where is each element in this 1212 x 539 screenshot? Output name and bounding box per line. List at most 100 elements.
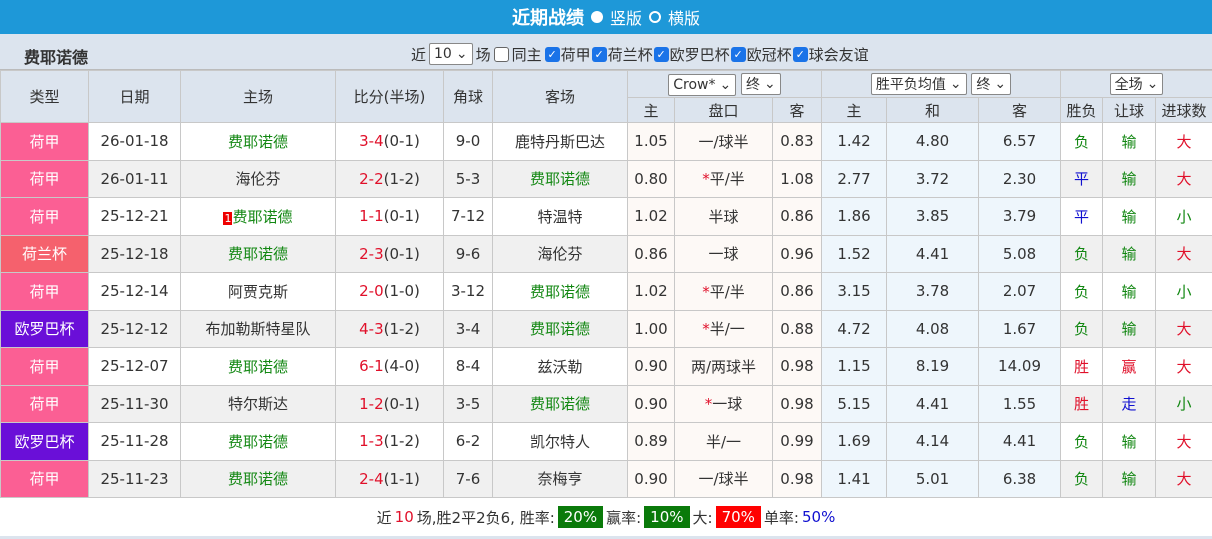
league-checkbox[interactable]: ✓ <box>592 47 607 62</box>
table-row[interactable]: 荷甲 26-01-18 费耶诺德 3-4(0-1) 9-0 鹿特丹斯巴达 1.0… <box>1 123 1212 161</box>
league-cell[interactable]: 荷甲 <box>1 348 89 386</box>
league-cell[interactable]: 荷甲 <box>1 198 89 236</box>
eu-draw-odds: 4.14 <box>887 423 979 461</box>
home-cell[interactable]: 费耶诺德 <box>181 123 336 161</box>
away-team[interactable]: 凯尔特人 <box>493 423 628 461</box>
home-team[interactable]: 费耶诺德 <box>228 470 288 488</box>
home-team[interactable]: 阿贾克斯 <box>228 283 288 301</box>
home-cell[interactable]: 费耶诺德 <box>181 460 336 498</box>
away-team[interactable]: 特温特 <box>493 198 628 236</box>
home-cell[interactable]: 费耶诺德 <box>181 423 336 461</box>
col-corner: 角球 <box>444 71 493 123</box>
away-team[interactable]: 费耶诺德 <box>493 385 628 423</box>
eu-home-odds: 1.42 <box>822 123 887 161</box>
wdl-result: 负 <box>1061 123 1103 161</box>
ah-company-select[interactable]: Crow*⌄ <box>668 74 736 96</box>
table-row[interactable]: 欧罗巴杯 25-12-12 布加勒斯特星队 4-3(1-2) 3-4 费耶诺德 … <box>1 310 1212 348</box>
ah-stage-select[interactable]: 终⌄ <box>741 73 781 95</box>
league-checkbox[interactable]: ✓ <box>793 47 808 62</box>
handicap-result: 输 <box>1103 160 1156 198</box>
league-cell[interactable]: 荷甲 <box>1 273 89 311</box>
subcol: 胜负 <box>1061 98 1103 123</box>
eu-draw-odds: 3.78 <box>887 273 979 311</box>
view-horizontal-label[interactable]: 横版 <box>668 5 700 29</box>
eu-draw-odds: 8.19 <box>887 348 979 386</box>
league-cell[interactable]: 欧罗巴杯 <box>1 310 89 348</box>
goals-result: 大 <box>1156 348 1212 386</box>
home-team[interactable]: 布加勒斯特星队 <box>205 320 310 338</box>
eu-company-select[interactable]: 胜平负均值⌄ <box>871 73 967 95</box>
away-team[interactable]: 奈梅亨 <box>493 460 628 498</box>
home-cell[interactable]: 布加勒斯特星队 <box>181 310 336 348</box>
table-row[interactable]: 荷甲 25-12-14 阿贾克斯 2-0(1-0) 3-12 费耶诺德 1.02… <box>1 273 1212 311</box>
team-name: 费耶诺德 <box>24 44 88 68</box>
home-team[interactable]: 费耶诺德 <box>228 133 288 151</box>
league-filter-label: 荷兰杯 <box>608 44 653 65</box>
home-team[interactable]: 费耶诺德 <box>228 358 288 376</box>
away-team[interactable]: 兹沃勒 <box>493 348 628 386</box>
corner-cell: 3-5 <box>444 385 493 423</box>
home-team[interactable]: 费耶诺德 <box>228 245 288 263</box>
league-cell[interactable]: 荷甲 <box>1 123 89 161</box>
corner-cell: 8-4 <box>444 348 493 386</box>
date-cell: 25-11-28 <box>89 423 181 461</box>
view-vertical-label[interactable]: 竖版 <box>610 5 642 29</box>
goals-result: 小 <box>1156 273 1212 311</box>
table-row[interactable]: 荷甲 25-12-21 1费耶诺德 1-1(0-1) 7-12 特温特 1.02… <box>1 198 1212 236</box>
home-team[interactable]: 费耶诺德 <box>228 433 288 451</box>
away-team[interactable]: 海伦芬 <box>493 235 628 273</box>
subcol: 和 <box>887 98 979 123</box>
home-cell[interactable]: 费耶诺德 <box>181 348 336 386</box>
chevron-down-icon: ⌄ <box>950 76 962 92</box>
eu-home-odds: 1.52 <box>822 235 887 273</box>
table-row[interactable]: 荷甲 25-12-07 费耶诺德 6-1(4-0) 8-4 兹沃勒 0.90 两… <box>1 348 1212 386</box>
score-cell: 1-2(0-1) <box>336 385 444 423</box>
home-cell[interactable]: 阿贾克斯 <box>181 273 336 311</box>
period-select[interactable]: 全场⌄ <box>1110 73 1164 95</box>
half-score: (0-1) <box>384 395 420 413</box>
full-score: 2-3 <box>359 245 384 263</box>
date-cell: 25-12-18 <box>89 235 181 273</box>
half-score: (0-1) <box>384 207 420 225</box>
date-cell: 25-12-07 <box>89 348 181 386</box>
ah-company-value: Crow* <box>673 77 715 93</box>
radio-vertical[interactable] <box>591 11 603 23</box>
table-row[interactable]: 荷兰杯 25-12-18 费耶诺德 2-3(0-1) 9-6 海伦芬 0.86 … <box>1 235 1212 273</box>
table-row[interactable]: 荷甲 26-01-11 海伦芬 2-2(1-2) 5-3 费耶诺德 0.80 *… <box>1 160 1212 198</box>
league-cell[interactable]: 荷甲 <box>1 460 89 498</box>
goals-result: 大 <box>1156 123 1212 161</box>
league-cell[interactable]: 荷兰杯 <box>1 235 89 273</box>
away-team[interactable]: 费耶诺德 <box>493 160 628 198</box>
away-team[interactable]: 费耶诺德 <box>493 310 628 348</box>
score-cell: 1-3(1-2) <box>336 423 444 461</box>
radio-horizontal[interactable] <box>649 11 661 23</box>
home-team[interactable]: 费耶诺德 <box>232 208 292 226</box>
same-home-label: 同主 <box>512 44 542 65</box>
col-type: 类型 <box>1 71 89 123</box>
wdl-result: 平 <box>1061 160 1103 198</box>
away-team[interactable]: 鹿特丹斯巴达 <box>493 123 628 161</box>
same-home-checkbox[interactable] <box>494 47 509 62</box>
away-team[interactable]: 费耶诺德 <box>493 273 628 311</box>
period-value: 全场 <box>1115 74 1143 94</box>
home-cell[interactable]: 费耶诺德 <box>181 235 336 273</box>
table-row[interactable]: 欧罗巴杯 25-11-28 费耶诺德 1-3(1-2) 6-2 凯尔特人 0.8… <box>1 423 1212 461</box>
table-row[interactable]: 荷甲 25-11-23 费耶诺德 2-4(1-1) 7-6 奈梅亨 0.90 一… <box>1 460 1212 498</box>
league-cell[interactable]: 荷甲 <box>1 385 89 423</box>
league-cell[interactable]: 欧罗巴杯 <box>1 423 89 461</box>
home-cell[interactable]: 1费耶诺德 <box>181 198 336 236</box>
league-checkbox[interactable]: ✓ <box>654 47 669 62</box>
home-cell[interactable]: 特尔斯达 <box>181 385 336 423</box>
ah-home-odds: 0.90 <box>628 348 675 386</box>
recent-count-select[interactable]: 10⌄ <box>429 43 473 65</box>
league-checkbox[interactable]: ✓ <box>731 47 746 62</box>
table-row[interactable]: 荷甲 25-11-30 特尔斯达 1-2(0-1) 3-5 费耶诺德 0.90 … <box>1 385 1212 423</box>
eu-stage-select[interactable]: 终⌄ <box>971 73 1011 95</box>
home-team[interactable]: 特尔斯达 <box>228 395 288 413</box>
home-cell[interactable]: 海伦芬 <box>181 160 336 198</box>
home-team[interactable]: 海伦芬 <box>235 170 280 188</box>
league-checkbox[interactable]: ✓ <box>545 47 560 62</box>
handicap-result: 输 <box>1103 460 1156 498</box>
league-cell[interactable]: 荷甲 <box>1 160 89 198</box>
half-score: (4-0) <box>384 357 420 375</box>
